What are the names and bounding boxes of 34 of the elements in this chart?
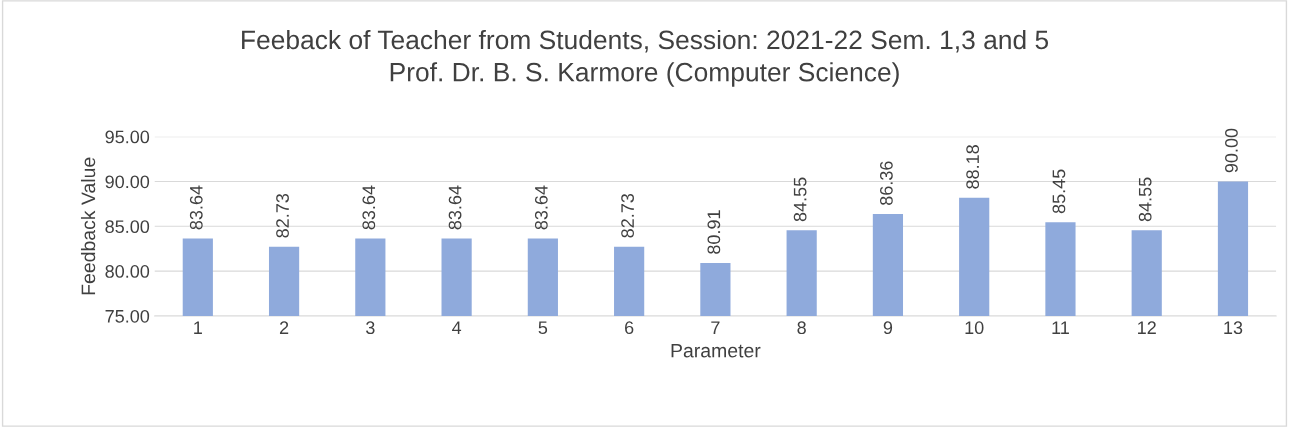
x-tick-label: 3 <box>366 321 375 335</box>
data-label: 80.91 <box>707 210 721 254</box>
x-tick-label: 12 <box>1138 321 1156 334</box>
x-tick-label: 7 <box>711 321 720 334</box>
x-tick-label: 13 <box>1224 321 1243 335</box>
x-tick-label: 4 <box>452 321 462 334</box>
x-tick-label: 9 <box>883 321 893 335</box>
y-tick-label: 80.00 <box>105 265 150 278</box>
data-label: 83.64 <box>534 185 548 230</box>
data-label: 84.55 <box>793 177 807 222</box>
data-label: 83.64 <box>189 185 203 230</box>
data-label: 86.36 <box>879 161 893 205</box>
x-tick-label: 6 <box>625 321 634 335</box>
y-axis-title: Feedback Value <box>80 157 96 295</box>
x-tick-label: 11 <box>1052 321 1069 334</box>
y-tick-label: 75.00 <box>105 309 150 323</box>
data-label: 82.73 <box>621 193 634 238</box>
data-label: 90.00 <box>1225 128 1238 173</box>
data-label: 83.64 <box>448 185 462 230</box>
x-tick-label: 8 <box>797 321 806 335</box>
y-tick-label: 90.00 <box>105 175 150 189</box>
x-tick-label: 5 <box>538 321 548 335</box>
chart-title: Feeback of Teacher from Students, Session: 2021-22 Sem. 1,3 and 5 Prof. Dr. B. S. Karmore (Computer Science) <box>242 29 1049 87</box>
x-tick-label: 2 <box>279 321 289 334</box>
y-tick-label: 85.00 <box>105 220 150 234</box>
data-label: 84.55 <box>1138 177 1152 222</box>
x-axis-title: Parameter <box>671 343 761 358</box>
x-tick-label: 1 <box>194 321 202 334</box>
data-label: 83.64 <box>362 185 376 230</box>
data-label: 85.45 <box>1052 169 1066 214</box>
data-label: 88.18 <box>966 145 980 189</box>
data-label: 82.73 <box>276 193 289 238</box>
y-tick-label: 95.00 <box>105 130 150 144</box>
x-tick-label: 10 <box>965 321 984 335</box>
